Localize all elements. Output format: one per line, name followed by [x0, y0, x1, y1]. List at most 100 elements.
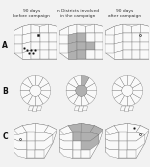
Polygon shape: [60, 35, 68, 44]
Polygon shape: [112, 83, 122, 91]
Polygon shape: [86, 42, 94, 50]
Polygon shape: [141, 33, 149, 42]
Polygon shape: [114, 42, 123, 53]
Polygon shape: [20, 83, 30, 91]
Polygon shape: [141, 24, 149, 33]
Text: 90 days
before campaign: 90 days before campaign: [13, 9, 50, 18]
Polygon shape: [14, 126, 27, 134]
Polygon shape: [77, 50, 86, 59]
Polygon shape: [14, 139, 27, 150]
Polygon shape: [127, 150, 136, 158]
Polygon shape: [74, 75, 81, 86]
Polygon shape: [35, 134, 53, 150]
Polygon shape: [141, 42, 149, 50]
Polygon shape: [20, 91, 30, 98]
Polygon shape: [40, 42, 49, 50]
Polygon shape: [105, 26, 114, 35]
Polygon shape: [90, 126, 103, 134]
Polygon shape: [49, 24, 57, 33]
Polygon shape: [60, 139, 73, 150]
Text: A: A: [2, 41, 8, 50]
Polygon shape: [81, 75, 89, 86]
Polygon shape: [14, 123, 57, 158]
Polygon shape: [44, 126, 57, 134]
Polygon shape: [38, 77, 49, 88]
Polygon shape: [105, 35, 114, 44]
Polygon shape: [94, 24, 103, 33]
Polygon shape: [27, 132, 35, 141]
Polygon shape: [86, 83, 97, 91]
Polygon shape: [14, 24, 57, 59]
Polygon shape: [35, 75, 43, 86]
Polygon shape: [60, 24, 103, 59]
Polygon shape: [127, 123, 141, 132]
Polygon shape: [120, 106, 125, 111]
Polygon shape: [49, 33, 57, 42]
Polygon shape: [60, 26, 68, 35]
Polygon shape: [68, 77, 79, 88]
Polygon shape: [120, 75, 127, 86]
Polygon shape: [31, 50, 40, 59]
Polygon shape: [81, 96, 89, 106]
Polygon shape: [94, 50, 103, 59]
Polygon shape: [136, 126, 149, 134]
Polygon shape: [40, 83, 51, 91]
Polygon shape: [79, 106, 83, 112]
Polygon shape: [105, 126, 119, 134]
Polygon shape: [132, 24, 141, 33]
Polygon shape: [49, 50, 57, 59]
Polygon shape: [31, 24, 40, 33]
Polygon shape: [66, 91, 76, 98]
Polygon shape: [94, 33, 103, 42]
Polygon shape: [127, 96, 135, 106]
Polygon shape: [77, 42, 86, 50]
Polygon shape: [22, 94, 33, 104]
Polygon shape: [130, 77, 141, 88]
Polygon shape: [22, 42, 31, 53]
Polygon shape: [40, 50, 49, 59]
Polygon shape: [77, 24, 86, 33]
Polygon shape: [68, 123, 81, 132]
Polygon shape: [120, 96, 127, 106]
Polygon shape: [60, 44, 68, 53]
Polygon shape: [130, 94, 141, 104]
Polygon shape: [114, 50, 123, 59]
Polygon shape: [119, 141, 127, 150]
Polygon shape: [112, 91, 122, 98]
Polygon shape: [14, 148, 27, 158]
Polygon shape: [122, 85, 133, 96]
Polygon shape: [60, 132, 73, 141]
Polygon shape: [81, 150, 90, 158]
Polygon shape: [30, 85, 41, 96]
Polygon shape: [105, 148, 119, 158]
Polygon shape: [77, 33, 86, 42]
Polygon shape: [68, 42, 77, 53]
Polygon shape: [60, 123, 103, 158]
Polygon shape: [123, 42, 132, 50]
Text: B: B: [2, 87, 8, 96]
Polygon shape: [22, 77, 33, 88]
Polygon shape: [22, 33, 31, 44]
Polygon shape: [22, 24, 31, 35]
Polygon shape: [114, 33, 123, 44]
Text: C: C: [2, 132, 8, 141]
Polygon shape: [14, 35, 22, 44]
Polygon shape: [81, 134, 99, 150]
Polygon shape: [75, 106, 79, 111]
Polygon shape: [127, 75, 135, 86]
Polygon shape: [83, 106, 87, 111]
Polygon shape: [119, 132, 127, 141]
Polygon shape: [81, 123, 94, 132]
Polygon shape: [28, 96, 35, 106]
Polygon shape: [27, 141, 35, 150]
Polygon shape: [68, 94, 79, 104]
Polygon shape: [28, 106, 33, 111]
Polygon shape: [14, 44, 22, 53]
Polygon shape: [114, 94, 124, 104]
Polygon shape: [14, 132, 27, 141]
Polygon shape: [132, 42, 141, 50]
Polygon shape: [105, 139, 119, 150]
Polygon shape: [114, 123, 127, 132]
Polygon shape: [123, 50, 132, 59]
Polygon shape: [86, 33, 94, 42]
